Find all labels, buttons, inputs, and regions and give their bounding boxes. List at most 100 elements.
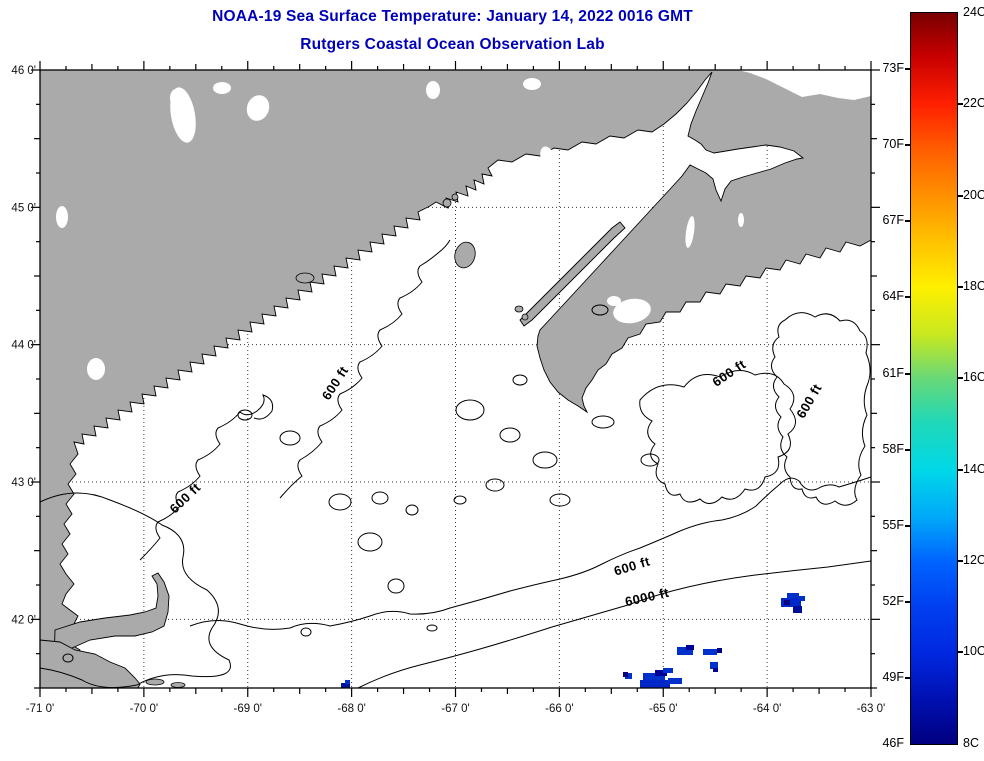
deer-island xyxy=(442,198,452,208)
x-tick-label: -63 0' xyxy=(857,703,885,715)
colorbar-tick xyxy=(905,601,911,603)
brier-island xyxy=(514,305,524,313)
x-tick-label: -64 0' xyxy=(753,703,781,715)
colorbar-celsius-label: 16C xyxy=(963,370,984,384)
colorbar-tick xyxy=(905,525,911,527)
colorbar-celsius-label: 14C xyxy=(963,462,984,476)
sst-cold-pixel xyxy=(623,672,628,677)
sst-cold-pixel xyxy=(643,673,665,682)
colorbar-fahrenheit-label: 61F xyxy=(882,366,904,380)
x-tick-label: -71 0' xyxy=(26,703,54,715)
mount-desert-island xyxy=(295,272,315,284)
grand-manan-island xyxy=(454,241,476,269)
colorbar-tick xyxy=(905,68,911,70)
bathymetry-contours xyxy=(39,239,872,689)
sst-cold-pixel xyxy=(640,680,670,688)
axes-labels: -71 0' -70 0' -69 0' -68 0' -67 0' -66 0' -65 … xyxy=(11,65,885,715)
x-tick-label: -69 0' xyxy=(234,703,262,715)
colorbar-celsius-label: 24C xyxy=(963,5,984,19)
campobello-island xyxy=(451,193,459,201)
sst-cold-pixel xyxy=(677,647,693,655)
land-cape-cod xyxy=(53,572,170,664)
sst-cold-pixel xyxy=(781,598,801,607)
x-tick-label: -70 0' xyxy=(130,703,158,715)
long-island-ns xyxy=(521,313,529,321)
colorbar-tick xyxy=(905,449,911,451)
sst-cold-pixel xyxy=(345,680,350,684)
colorbar-fahrenheit-label: 49F xyxy=(882,670,904,684)
colorbar-fahrenheit-label: 58F xyxy=(882,442,904,456)
sst-cold-pixel xyxy=(703,649,717,655)
contour-jordan-basin-600ft xyxy=(279,239,451,499)
colorbar-celsius-label: 10C xyxy=(963,644,984,658)
sst-cold-pixel xyxy=(784,600,790,605)
y-tick-label: 46 0' xyxy=(11,65,36,77)
colorbar-celsius-label: 20C xyxy=(963,188,984,202)
sst-data-pixels xyxy=(341,593,805,688)
colorbar-tick xyxy=(957,103,963,105)
colorbar-tick xyxy=(957,651,963,653)
colorbar-celsius-label: 12C xyxy=(963,553,984,567)
colorbar-fahrenheit-label: 67F xyxy=(882,213,904,227)
nantucket-island xyxy=(145,678,165,686)
temperature-colorbar xyxy=(910,12,958,745)
y-tick-label: 44 0' xyxy=(11,340,36,352)
y-tick-label: 45 0' xyxy=(11,202,36,214)
sst-cold-pixel xyxy=(625,673,632,679)
colorbar-tick xyxy=(905,144,911,146)
colorbar-fahrenheit-label: 73F xyxy=(882,61,904,75)
colorbar-fahrenheit-label: 52F xyxy=(882,594,904,608)
colorbar-celsius-label: 22C xyxy=(963,96,984,110)
colorbar-tick xyxy=(957,469,963,471)
contour-georges-basin-600ft xyxy=(189,476,872,630)
x-tick-label: -67 0' xyxy=(441,703,469,715)
sst-cold-pixel xyxy=(799,596,805,601)
colorbar-celsius-label: 18C xyxy=(963,279,984,293)
land-digby-neck xyxy=(519,221,626,327)
colorbar-tick xyxy=(905,677,911,679)
x-tick-label: -66 0' xyxy=(545,703,573,715)
cloud-and-lake-patches xyxy=(56,78,744,380)
y-tick-label: 42 0' xyxy=(11,614,36,626)
y-tick-label: 43 0' xyxy=(11,477,36,489)
axes-ticks xyxy=(31,61,880,697)
page-subtitle: Rutgers Coastal Ocean Observation Lab xyxy=(300,36,605,53)
contour-lahave-basin-600ft xyxy=(771,312,871,506)
sst-cold-pixel xyxy=(713,668,718,672)
sst-cold-pixel xyxy=(793,606,802,613)
page-title: NOAA-19 Sea Surface Temperature: January… xyxy=(212,8,693,25)
colorbar-fahrenheit-label: 64F xyxy=(882,289,904,303)
sst-cold-pixel xyxy=(663,668,673,673)
colorbar-tick xyxy=(905,296,911,298)
northumberland-strait-water xyxy=(738,70,871,100)
sst-cold-pixel xyxy=(686,645,694,650)
x-tick-label: -68 0' xyxy=(337,703,365,715)
colorbar-tick xyxy=(957,286,963,288)
x-tick-label: -65 0' xyxy=(649,703,677,715)
colorbar-fahrenheit-label: 46F xyxy=(882,736,904,750)
contour-shelfbreak-6000ft xyxy=(357,560,872,689)
sst-cold-pixel xyxy=(787,593,799,599)
land-layer xyxy=(39,69,872,689)
colorbar-tick xyxy=(957,377,963,379)
sst-cold-pixel xyxy=(717,648,722,653)
contour-roseway-basin-600ft xyxy=(639,370,796,504)
colorbar-tick xyxy=(957,560,963,562)
colorbar-tick xyxy=(905,220,911,222)
colorbar-celsius-label: 8C xyxy=(963,736,979,750)
colorbar-tick xyxy=(957,195,963,197)
marthas-vineyard-island xyxy=(170,682,186,688)
sst-cold-pixel xyxy=(655,670,667,676)
contour-600ft-sw xyxy=(139,394,274,561)
colorbar-fahrenheit-label: 70F xyxy=(882,137,904,151)
contour-small-closed-loops xyxy=(62,304,660,663)
sst-map: -71 0' -70 0' -69 0' -68 0' -67 0' -66 0' -65 … xyxy=(11,61,885,715)
land-maine-newbrunswick-novascotia xyxy=(39,69,872,689)
colorbar-tick xyxy=(905,373,911,375)
sst-cold-pixel xyxy=(668,678,682,684)
sst-cold-pixel xyxy=(710,662,718,669)
sst-cold-pixel xyxy=(341,683,350,688)
map-frame xyxy=(39,69,872,689)
colorbar-fahrenheit-label: 55F xyxy=(882,518,904,532)
